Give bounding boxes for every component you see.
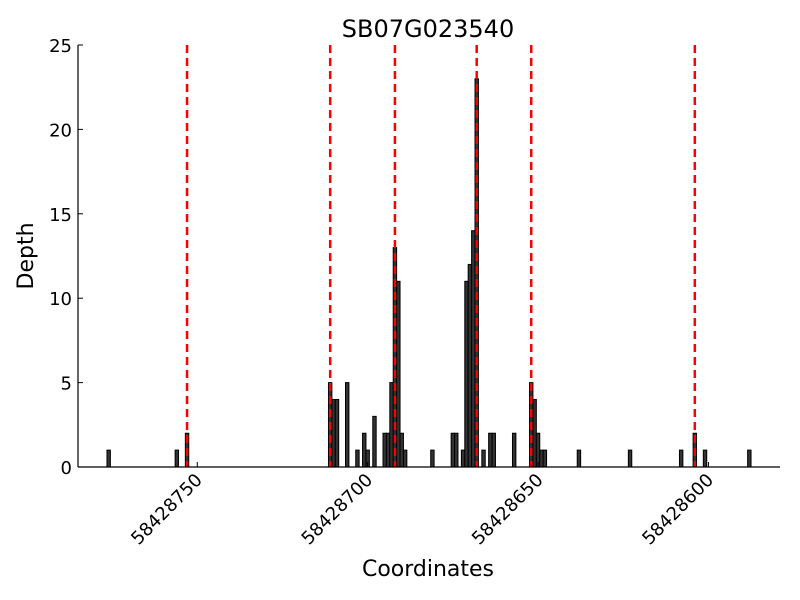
bar-23 [467, 263, 473, 468]
x-tick-label: 58428750 [127, 470, 207, 550]
x-tick-label: 58428700 [298, 470, 378, 550]
y-tick-label: 0 [61, 458, 72, 479]
y-tick-label: 5 [61, 374, 72, 395]
bar-7 [355, 449, 360, 468]
bar-36 [627, 449, 633, 468]
chart-title: SB07G023540 [342, 15, 514, 43]
bar-33 [539, 449, 544, 468]
bar-26 [481, 449, 486, 468]
y-axis-label: Depth [14, 222, 39, 289]
y-tick-label: 15 [49, 205, 72, 226]
bar-39 [702, 449, 708, 468]
bar-1 [174, 449, 180, 468]
bar-8 [362, 432, 367, 468]
x-tick-label: 58428650 [468, 470, 548, 550]
bar-40 [747, 449, 752, 468]
bar-0 [106, 449, 111, 468]
bar-24 [471, 230, 476, 468]
x-tick-label: 58428600 [638, 470, 718, 550]
bar-18 [430, 449, 435, 468]
bar-27 [488, 432, 493, 468]
bar-4 [331, 398, 336, 468]
bar-37 [678, 449, 684, 468]
bar-32 [535, 432, 541, 468]
bar-13 [389, 382, 394, 468]
bar-12 [385, 432, 391, 468]
bar-10 [372, 415, 377, 468]
bar-20 [454, 432, 459, 468]
bars-group [106, 78, 752, 468]
axes-group: 0 5 10 15 20 25 58428750 58428700 58428650 584286… [49, 36, 780, 549]
bar-5 [334, 398, 340, 468]
vlines-group [185, 45, 697, 467]
bar-17 [402, 449, 408, 468]
bar-19 [450, 432, 456, 468]
y-tick-label: 10 [49, 289, 72, 310]
bar-35 [576, 449, 582, 468]
bar-21 [460, 449, 466, 468]
x-axis-label: Coordinates [362, 557, 494, 582]
y-tick-label: 20 [49, 120, 72, 141]
bar-16 [399, 432, 404, 468]
bar-15 [396, 280, 401, 468]
bar-6 [345, 382, 350, 468]
bar-11 [382, 432, 387, 468]
bar-22 [464, 280, 469, 468]
bar-34 [542, 449, 548, 468]
bar-29 [511, 432, 517, 468]
bar-31 [532, 398, 537, 468]
bar-28 [491, 432, 496, 468]
y-tick-label: 25 [49, 36, 72, 57]
